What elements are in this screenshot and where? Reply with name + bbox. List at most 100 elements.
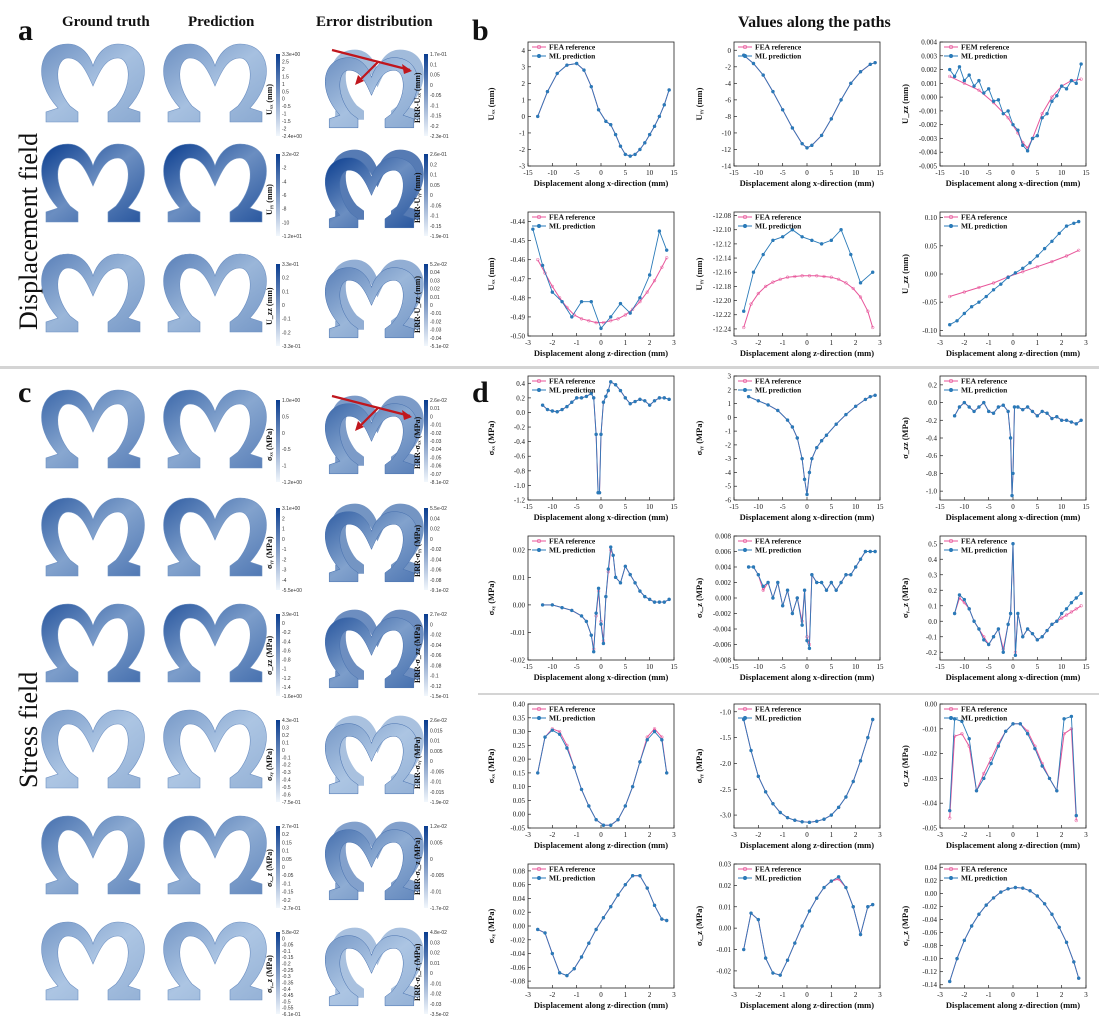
data-point (977, 78, 981, 83)
x-tick-label: -10 (960, 663, 970, 671)
y-axis-label: σ_zz (MPa) (900, 745, 910, 787)
x-tick-label: -10 (548, 503, 558, 511)
error-colorbar-tick-label: -0.06 (430, 464, 442, 470)
data-point (863, 397, 868, 402)
error-colorbar-tick-label: 0.01 (430, 406, 440, 412)
data-point (863, 549, 868, 554)
data-point (1021, 407, 1025, 412)
data-point (771, 280, 775, 284)
data-point (948, 67, 952, 72)
data-point (599, 326, 603, 331)
data-point (761, 588, 765, 592)
y-tick-label: 0.01 (513, 574, 526, 582)
x-tick-label: 0 (805, 339, 809, 347)
x-tick-label: -2 (961, 339, 967, 347)
ground-truth-field-image (41, 603, 145, 683)
data-point (800, 235, 804, 239)
series-reference (742, 274, 875, 330)
series-line (949, 75, 1082, 149)
x-tick-label: 0 (1011, 503, 1015, 511)
data-point (609, 315, 613, 319)
x-tick-label: 3 (672, 339, 676, 347)
x-tick-label: -1 (986, 831, 992, 839)
data-point (756, 399, 761, 403)
series-reference (742, 877, 875, 977)
legend-label: FEA reference (549, 865, 596, 874)
data-point (849, 573, 853, 577)
colorbar-tick-label: -6.1e-01 (282, 1012, 301, 1018)
colorbar (276, 826, 280, 908)
chart-13: -3 -2 -1 0 1 2 3 -0.05 0.00 0.05 0.10 0.15 0.20 0.25 0… (486, 701, 676, 851)
x-tick-label: -2 (961, 991, 967, 999)
error-colorbar-tick-label: -0.15 (430, 114, 442, 120)
data-point (1059, 418, 1064, 422)
data-point (582, 68, 586, 72)
series-ml-prediction (948, 714, 1078, 818)
series-line (954, 543, 1082, 656)
y-tick-label: 0.000 (921, 94, 937, 102)
data-point (844, 573, 848, 577)
colorbar-tick-label: 0.3 (282, 725, 289, 731)
x-axis-label: Displacement along z-direction (mm) (740, 348, 874, 358)
data-point (1035, 414, 1040, 418)
y-tick-label: 1 (728, 400, 732, 408)
error-distribution-image (325, 715, 424, 795)
error-colorbar-tick-label: 0 (430, 622, 433, 628)
x-tick-label: 0 (599, 169, 603, 177)
x-tick-label: -15 (935, 503, 945, 511)
colorbar-tick-label: -10 (282, 220, 289, 226)
chart-17: -3 -2 -1 0 1 2 3 -0.02 -0.01 0.00 0.01 0.02 0.03 Disp… (694, 861, 882, 1011)
data-point (1006, 622, 1010, 627)
data-point (1045, 111, 1049, 116)
data-point (815, 445, 819, 450)
data-point (565, 404, 569, 409)
x-tick-label: 5 (1036, 169, 1040, 177)
error-colorbar-tick-label: -0.02 (430, 992, 442, 998)
x-tick-label: -10 (754, 503, 764, 511)
error-colorbar-tick-label: -1.5e-01 (430, 694, 449, 700)
y-tick-label: -0.47 (510, 275, 525, 283)
y-tick-label: -3 (519, 163, 525, 171)
y-tick-label: 0.002 (715, 579, 731, 587)
y-tick-label: 0.2 (928, 587, 937, 595)
data-point (601, 916, 606, 920)
data-point (584, 394, 589, 399)
data-point (1030, 409, 1035, 414)
x-tick-label: -2 (549, 991, 555, 999)
chart-11: -15 -10 -5 0 5 10 15 -0.008 -0.006 -0.004 -0.002 0.… (694, 533, 884, 683)
y-tick-label: -2.5 (720, 786, 732, 794)
colorbar-tick-label: -2.7e-01 (282, 906, 301, 912)
data-point (873, 549, 877, 554)
field-row-2: 3.2e-02 -2 -4 -6 -8 -10 -1.2e+01 Uᵧᵧ (mm) 2.6e-0… (41, 143, 449, 240)
y-tick-label: -0.02 (922, 903, 937, 911)
data-point (1011, 542, 1015, 546)
x-tick-label: 1 (1036, 991, 1040, 999)
colorbar-tick-label: -0.3 (282, 770, 291, 776)
colorbar-tick-label: -6 (282, 193, 287, 199)
y-tick-label: -2 (725, 441, 731, 449)
y-tick-label: 0.006 (715, 548, 731, 556)
data-point (657, 396, 662, 400)
error-colorbar-tick-label: 0 (430, 193, 433, 199)
x-tick-label: -10 (960, 169, 970, 177)
y-tick-label: 0.20 (513, 756, 526, 764)
y-axis-label: Uₓₓ (mm) (486, 257, 496, 290)
colorbar (276, 54, 280, 136)
data-point (574, 61, 579, 66)
colorbar-tick-label: -0.4 (282, 987, 291, 993)
colorbar-title: Uᵧᵧ (mm) (265, 184, 274, 215)
x-tick-label: 15 (1083, 169, 1091, 177)
data-point (785, 958, 790, 962)
series-line (954, 401, 1082, 496)
data-point (662, 600, 666, 604)
error-colorbar-tick-label: 0.02 (430, 951, 440, 957)
y-axis-label: U_zz (mm) (900, 254, 910, 294)
data-point (652, 903, 657, 908)
error-colorbar-tick-label: -0.08 (430, 578, 442, 584)
series-line (743, 876, 873, 976)
colorbar-tick-label: -1.5 (282, 119, 291, 125)
data-point (819, 242, 824, 246)
data-point (1064, 607, 1069, 611)
colorbar-tick-label: -1 (282, 547, 287, 553)
colorbar-tick-label: 5.8e-02 (282, 930, 299, 936)
